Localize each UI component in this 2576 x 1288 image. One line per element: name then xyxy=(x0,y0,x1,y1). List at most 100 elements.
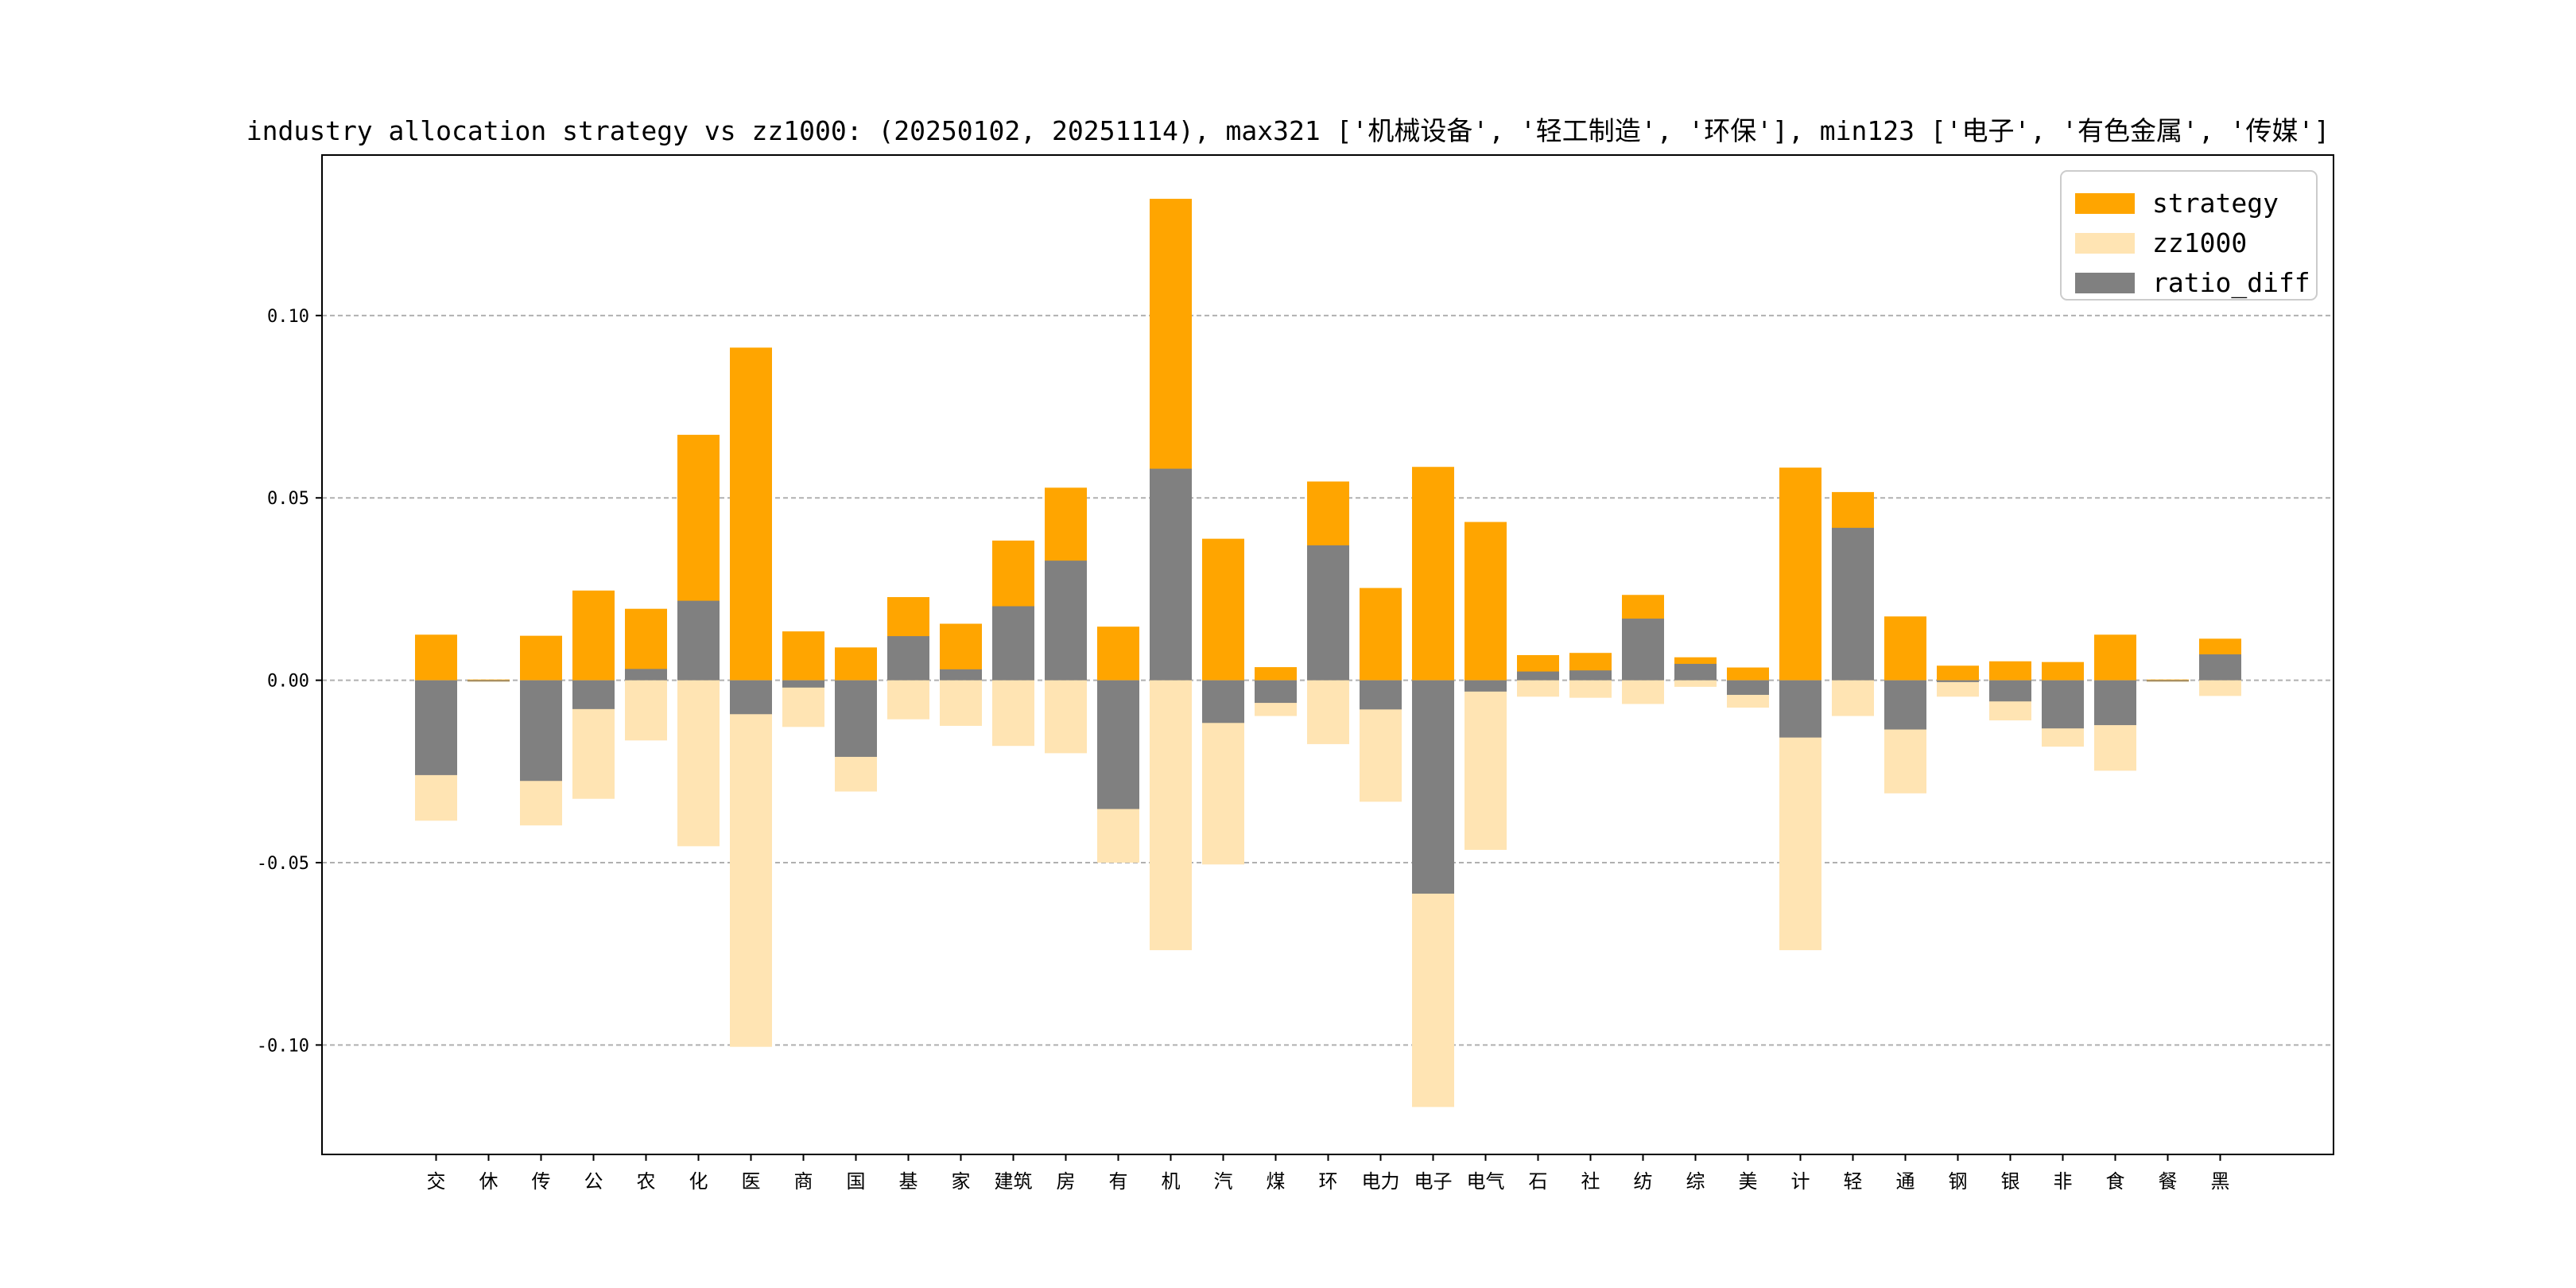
legend-swatch-ratio_diff xyxy=(2075,273,2135,293)
ratio_diff-bar xyxy=(2042,680,2084,729)
x-tick-label: 化 xyxy=(689,1170,708,1193)
x-tick-label: 石 xyxy=(1529,1170,1548,1193)
ratio_diff-bar xyxy=(940,669,982,681)
legend-label-ratio_diff: ratio_diff xyxy=(2152,267,2310,299)
strategy-bar xyxy=(1465,522,1507,681)
x-tick-label: 电子 xyxy=(1414,1170,1453,1193)
zz1000-bar xyxy=(1307,680,1349,744)
strategy-bar xyxy=(467,679,510,681)
zz1000-bar xyxy=(1517,680,1559,697)
ratio_diff-bar xyxy=(2094,680,2136,726)
x-tick-label: 美 xyxy=(1739,1170,1758,1193)
ratio_diff-bar xyxy=(1307,545,1349,681)
y-tick-label: 0.10 xyxy=(267,307,309,327)
x-tick-label: 餐 xyxy=(2159,1170,2178,1193)
zz1000-bar xyxy=(2199,680,2241,696)
legend: strategy zz1000 ratio_diff xyxy=(2060,170,2318,301)
x-tick-label: 医 xyxy=(742,1170,761,1193)
ratio_diff-bar xyxy=(677,600,720,681)
x-tick-label: 国 xyxy=(847,1170,866,1193)
x-tick-label: 机 xyxy=(1162,1170,1181,1193)
zz1000-bar xyxy=(992,680,1034,747)
x-tick-label: 非 xyxy=(2054,1170,2073,1193)
y-tick-label: 0.05 xyxy=(267,489,309,509)
bars xyxy=(415,199,2241,1108)
strategy-bar xyxy=(1202,538,1244,681)
ratio_diff-bar xyxy=(1727,680,1769,695)
x-tick-label: 通 xyxy=(1896,1170,1915,1193)
legend-swatch-zz1000 xyxy=(2075,233,2135,254)
ratio_diff-bar xyxy=(625,669,667,681)
zz1000-bar xyxy=(730,680,772,1047)
x-tick-label: 综 xyxy=(1686,1170,1705,1193)
zz1000-bar xyxy=(782,680,824,727)
y-tick-label: -0.10 xyxy=(257,1036,309,1056)
zz1000-bar xyxy=(1622,680,1664,704)
ratio_diff-bar xyxy=(1517,671,1559,681)
series-zz1000 xyxy=(415,680,2241,1108)
ratio_diff-bar xyxy=(1674,663,1717,681)
strategy-bar xyxy=(835,647,877,681)
x-tick-label: 房 xyxy=(1057,1170,1076,1193)
x-tick-label: 公 xyxy=(584,1170,603,1193)
x-tick-label: 环 xyxy=(1319,1170,1338,1193)
strategy-bar xyxy=(572,590,615,681)
ratio_diff-bar xyxy=(1202,680,1244,724)
x-tick-label: 基 xyxy=(899,1170,918,1193)
legend-label-strategy: strategy xyxy=(2152,188,2279,219)
y-tick-label: -0.05 xyxy=(257,854,309,874)
x-tick-label: 食 xyxy=(2106,1170,2125,1193)
strategy-bar xyxy=(1412,467,1454,681)
ratio_diff-bar xyxy=(1045,561,1087,681)
strategy-bar xyxy=(2094,634,2136,681)
ratio_diff-bar xyxy=(1989,680,2031,702)
ratio_diff-bar xyxy=(835,680,877,757)
strategy-bar xyxy=(1727,667,1769,681)
series-ratio_diff xyxy=(415,468,2241,894)
strategy-bar xyxy=(1360,588,1402,681)
strategy-bar xyxy=(625,608,667,681)
x-axis: 交 休 传 公 农 化 医 商 国 基 家 建筑 房 有 机 汽 煤 环 电力 电子 电气 石 社 纺 综 美 计 轻 通 钢 银 非 食 餐 黑 xyxy=(427,1154,2230,1193)
legend-swatch-strategy xyxy=(2075,193,2135,214)
x-tick-label: 农 xyxy=(637,1170,656,1193)
strategy-bar xyxy=(2147,679,2189,681)
x-tick-label: 电力 xyxy=(1362,1170,1400,1193)
strategy-bar xyxy=(415,634,457,681)
zz1000-bar xyxy=(1045,680,1087,754)
ratio_diff-bar xyxy=(1569,670,1612,681)
zz1000-bar xyxy=(1674,680,1717,687)
ratio_diff-bar xyxy=(1937,680,1979,682)
legend-label-zz1000: zz1000 xyxy=(2152,227,2247,258)
ratio_diff-bar xyxy=(1832,527,1874,681)
x-tick-label: 钢 xyxy=(1949,1170,1968,1193)
x-tick-label: 轻 xyxy=(1844,1170,1863,1193)
ratio_diff-bar xyxy=(1412,680,1454,894)
strategy-bar xyxy=(1097,627,1139,681)
chart-title: industry allocation strategy vs zz1000: … xyxy=(246,115,2330,146)
zz1000-bar xyxy=(1832,680,1874,716)
x-tick-label: 银 xyxy=(2001,1170,2020,1193)
strategy-bar xyxy=(1884,616,1926,681)
ratio_diff-bar xyxy=(1465,680,1507,692)
x-tick-label: 纺 xyxy=(1634,1170,1653,1193)
strategy-bar xyxy=(1937,665,1979,681)
x-tick-label: 社 xyxy=(1581,1170,1600,1193)
x-tick-label: 电气 xyxy=(1467,1170,1505,1193)
ratio_diff-bar xyxy=(2199,654,2241,681)
y-axis: -0.10 -0.05 0.00 0.05 0.10 xyxy=(257,307,322,1056)
ratio_diff-bar xyxy=(520,680,562,782)
ratio_diff-bar xyxy=(730,680,772,715)
x-tick-label: 休 xyxy=(479,1170,499,1193)
zz1000-bar xyxy=(887,680,929,720)
ratio_diff-bar xyxy=(887,636,929,681)
ratio_diff-bar xyxy=(415,680,457,775)
ratio_diff-bar xyxy=(572,680,615,709)
x-tick-label: 黑 xyxy=(2211,1170,2230,1193)
ratio_diff-bar xyxy=(1255,680,1297,704)
ratio_diff-bar xyxy=(782,680,824,688)
zz1000-bar xyxy=(940,680,982,726)
strategy-bar xyxy=(2042,661,2084,681)
x-tick-label: 传 xyxy=(532,1170,551,1193)
ratio_diff-bar xyxy=(1360,680,1402,710)
